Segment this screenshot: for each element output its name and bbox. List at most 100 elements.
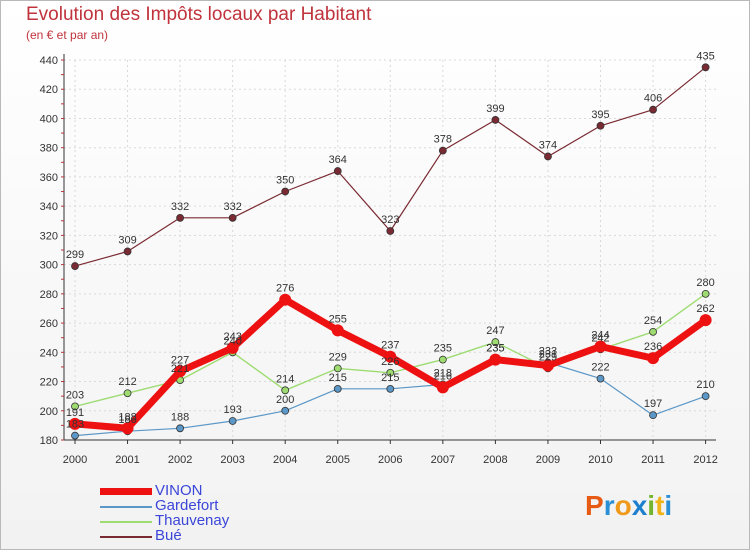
- data-labels: 299 309 332 332 350 364 323 378 399 374 395 406 435 1…: [66, 50, 715, 430]
- data-label-bu: 395: [591, 109, 609, 121]
- data-point-vinon: [69, 417, 81, 430]
- data-label-thauvenay: 242: [591, 332, 609, 344]
- logo-letter: i: [647, 490, 656, 521]
- y-tick-label: 260: [40, 318, 58, 330]
- x-tick-label: 2006: [378, 454, 402, 466]
- y-tick-label: 380: [40, 143, 58, 155]
- legend-swatch-thauvenay: [100, 521, 152, 523]
- y-tick-label: 340: [40, 201, 58, 213]
- y-tick-label: 180: [40, 435, 58, 447]
- x-tick-label: 2004: [273, 454, 297, 466]
- data-point-bu: [491, 116, 500, 124]
- legend-swatch-vinon: [100, 488, 152, 495]
- grid: [64, 59, 716, 441]
- data-label-bu: 435: [696, 50, 714, 62]
- data-point-bu: [701, 63, 710, 72]
- data-label-gardefort: 210: [696, 379, 714, 391]
- data-point-gardefort: [701, 392, 710, 401]
- data-point-vinon: [647, 352, 660, 365]
- data-point-bu: [333, 167, 342, 175]
- legend-swatch-gardefort: [100, 506, 152, 508]
- data-point-bu: [544, 152, 552, 161]
- logo-letter: t: [655, 490, 665, 521]
- data-label-thauvenay: 229: [329, 351, 347, 363]
- data-point-bu: [176, 213, 185, 222]
- data-point-thauvenay: [386, 368, 395, 377]
- data-label-gardefort: 188: [171, 411, 189, 423]
- data-label-vinon: 188: [118, 411, 136, 423]
- data-label-thauvenay: 214: [276, 373, 294, 385]
- data-label-bu: 364: [329, 154, 347, 166]
- data-point-vinon: [436, 381, 449, 394]
- x-tick-label: 2011: [641, 454, 665, 466]
- legend-label-bue: Bué: [155, 527, 182, 544]
- data-label-gardefort: 197: [644, 398, 662, 410]
- x-tick-label: 2000: [63, 454, 87, 466]
- data-point-thauvenay: [649, 327, 657, 336]
- data-point-thauvenay: [701, 289, 710, 298]
- data-point-thauvenay: [438, 355, 447, 364]
- data-label-thauvenay: 280: [696, 277, 714, 289]
- x-tick-label: 2008: [483, 454, 507, 466]
- data-point-vinon: [384, 350, 397, 363]
- y-tick-label: 200: [40, 406, 58, 418]
- data-point-vinon: [121, 422, 134, 435]
- logo-letter: i: [664, 490, 673, 521]
- data-label-thauvenay: 235: [434, 343, 452, 355]
- data-label-thauvenay: 229: [539, 351, 557, 363]
- logo-letter: o: [614, 490, 632, 521]
- data-point-gardefort: [333, 384, 342, 393]
- data-point-bu: [123, 247, 132, 256]
- data-point-vinon: [594, 340, 607, 353]
- data-label-thauvenay: 226: [381, 356, 399, 368]
- data-point-bu: [386, 227, 395, 235]
- data-label-bu: 332: [223, 201, 241, 213]
- data-point-thauvenay: [333, 364, 342, 373]
- data-point-gardefort: [649, 411, 657, 420]
- data-point-vinon: [699, 314, 712, 327]
- y-tick-label: 220: [40, 377, 58, 389]
- data-label-bu: 323: [381, 214, 399, 226]
- chart-subtitle: (en € et par an): [26, 28, 109, 42]
- series-group: [69, 63, 712, 440]
- y-tick-label: 240: [40, 347, 58, 359]
- proxiti-logo: Proxiti: [585, 490, 672, 522]
- data-point-gardefort: [386, 384, 395, 393]
- data-point-gardefort: [596, 374, 605, 383]
- data-label-thauvenay: 247: [486, 325, 504, 337]
- chart-title: Evolution des Impôts locaux par Habitant: [26, 4, 372, 25]
- x-tick-label: 2012: [693, 454, 717, 466]
- data-label-vinon: 262: [696, 303, 714, 315]
- data-label-gardefort: 233: [539, 346, 557, 358]
- data-point-thauvenay: [123, 389, 132, 398]
- data-label-vinon: 237: [381, 340, 399, 352]
- data-label-bu: 350: [276, 175, 294, 187]
- data-point-thauvenay: [491, 338, 500, 346]
- x-tick-label: 2007: [431, 454, 455, 466]
- data-point-thauvenay: [281, 386, 290, 395]
- data-point-bu: [649, 105, 657, 114]
- data-label-gardefort: 183: [66, 419, 84, 431]
- data-label-thauvenay: 203: [66, 389, 84, 401]
- y-tick-label: 440: [40, 55, 58, 67]
- data-point-gardefort: [176, 424, 185, 433]
- data-label-gardefort: 200: [276, 394, 294, 406]
- data-label-bu: 406: [644, 93, 662, 105]
- data-point-gardefort: [71, 431, 79, 440]
- data-point-bu: [438, 146, 447, 155]
- data-label-bu: 332: [171, 201, 189, 213]
- data-point-bu: [71, 262, 79, 270]
- data-label-thauvenay: 212: [118, 376, 136, 388]
- data-label-gardefort: 222: [591, 362, 609, 374]
- x-tick-label: 2005: [326, 454, 350, 466]
- data-label-vinon: 216: [434, 370, 452, 382]
- data-point-thauvenay: [71, 402, 79, 411]
- data-label-gardefort: 218: [434, 367, 452, 379]
- data-point-vinon: [279, 293, 292, 306]
- data-point-gardefort: [281, 406, 290, 415]
- data-point-bu: [281, 187, 290, 196]
- x-tick-label: 2003: [220, 454, 244, 466]
- x-tick-label: 2002: [168, 454, 192, 466]
- y-tick-label: 320: [40, 230, 58, 242]
